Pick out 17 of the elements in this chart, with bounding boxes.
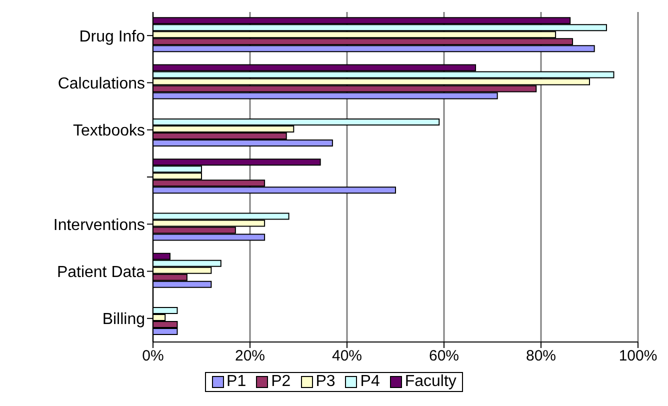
legend-label: P4 [359, 373, 380, 391]
y-tick-label: Calculations [58, 75, 145, 92]
legend-label: P3 [314, 373, 336, 391]
x-tick-label: 20% [234, 348, 266, 365]
legend-label: P1 [226, 373, 246, 391]
x-tick-label: 0% [142, 348, 164, 365]
y-tick-label: Patient Data [56, 264, 146, 281]
y-tick-label: Billing [102, 311, 145, 328]
y-tick-label: Drug Info [79, 28, 146, 46]
y-tick-label: Textbooks [72, 122, 145, 140]
x-tick-label: 100% [618, 348, 658, 365]
x-tick-label: 80% [526, 348, 556, 365]
legend-label: Faculty [404, 373, 456, 391]
y-tick-label: Interventions [53, 216, 145, 234]
x-tick-label: 40% [332, 348, 362, 365]
x-tick-label: 60% [428, 348, 460, 365]
legend-label: P2 [270, 373, 291, 391]
